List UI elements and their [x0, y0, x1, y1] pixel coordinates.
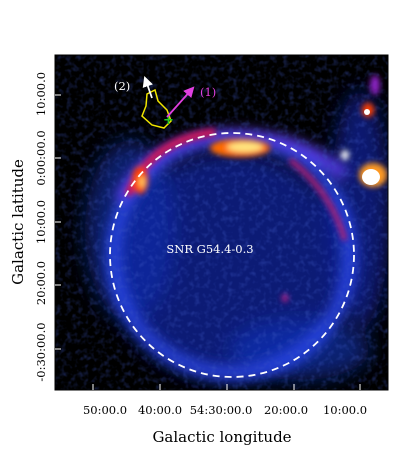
arrow-2-label: (2)	[114, 79, 130, 93]
point-source-north	[364, 109, 370, 115]
y-tick-label: -0:30:00.0	[34, 322, 48, 381]
arrow-2	[142, 75, 153, 99]
x-tick-label: 10:00.0	[323, 403, 367, 417]
x-tick-label: 20:00.0	[264, 403, 308, 417]
radio-map: + (2) (1) SNR G54.4-0.3	[55, 55, 388, 390]
y-axis-label: Galactic latitude	[9, 159, 27, 285]
y-tick-label: 10:00.0	[34, 200, 48, 244]
y-tick-label: 10:00.0	[34, 72, 48, 116]
bright-point-source	[362, 169, 380, 185]
y-tick-label: 20:00.0	[34, 261, 48, 305]
x-tick-label: 40:00.0	[138, 403, 182, 417]
x-tick-label: 54:30:00.0	[190, 403, 253, 417]
x-axis-label: Galactic longitude	[152, 428, 291, 446]
arrow-1	[166, 86, 195, 118]
tick-marks	[55, 94, 361, 390]
arrow-1-label: (1)	[200, 85, 216, 99]
snr-label: SNR G54.4-0.3	[166, 242, 253, 256]
y-tick-label: 0:00:00.0	[34, 130, 48, 185]
noise-texture	[55, 55, 388, 390]
x-tick-label: 50:00.0	[83, 403, 127, 417]
snr-circle	[109, 132, 355, 378]
yellow-contour	[141, 88, 172, 129]
marker-cross: +	[163, 113, 174, 128]
